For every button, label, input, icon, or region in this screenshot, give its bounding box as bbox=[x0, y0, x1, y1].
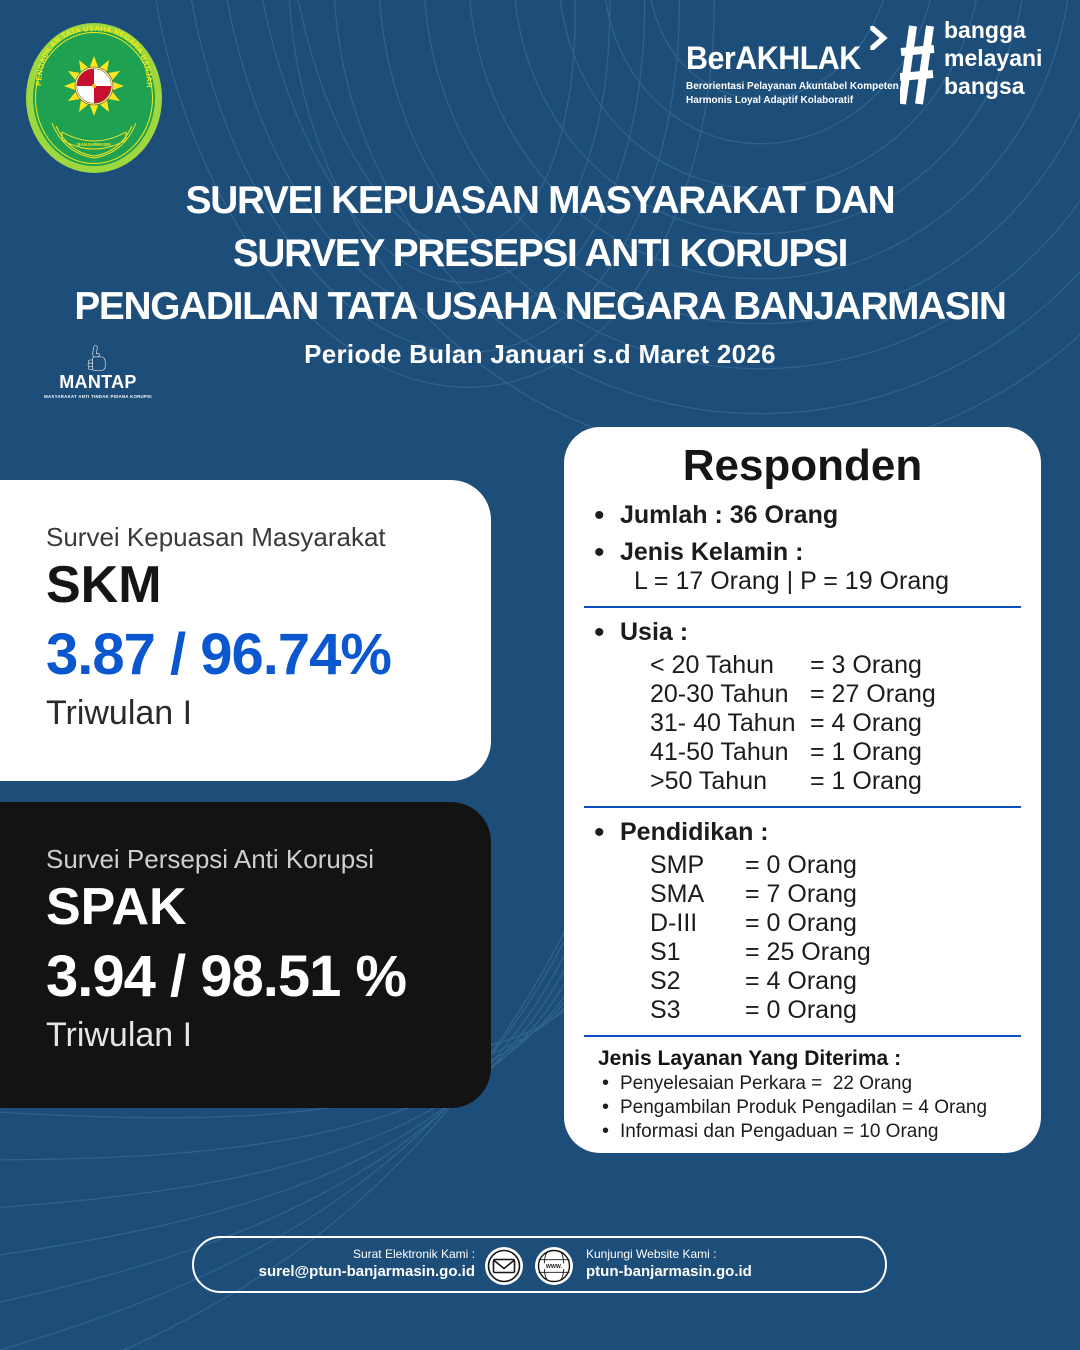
svg-text:BANJARMASIN: BANJARMASIN bbox=[77, 142, 110, 147]
svg-text:WWW.: WWW. bbox=[546, 1264, 563, 1270]
